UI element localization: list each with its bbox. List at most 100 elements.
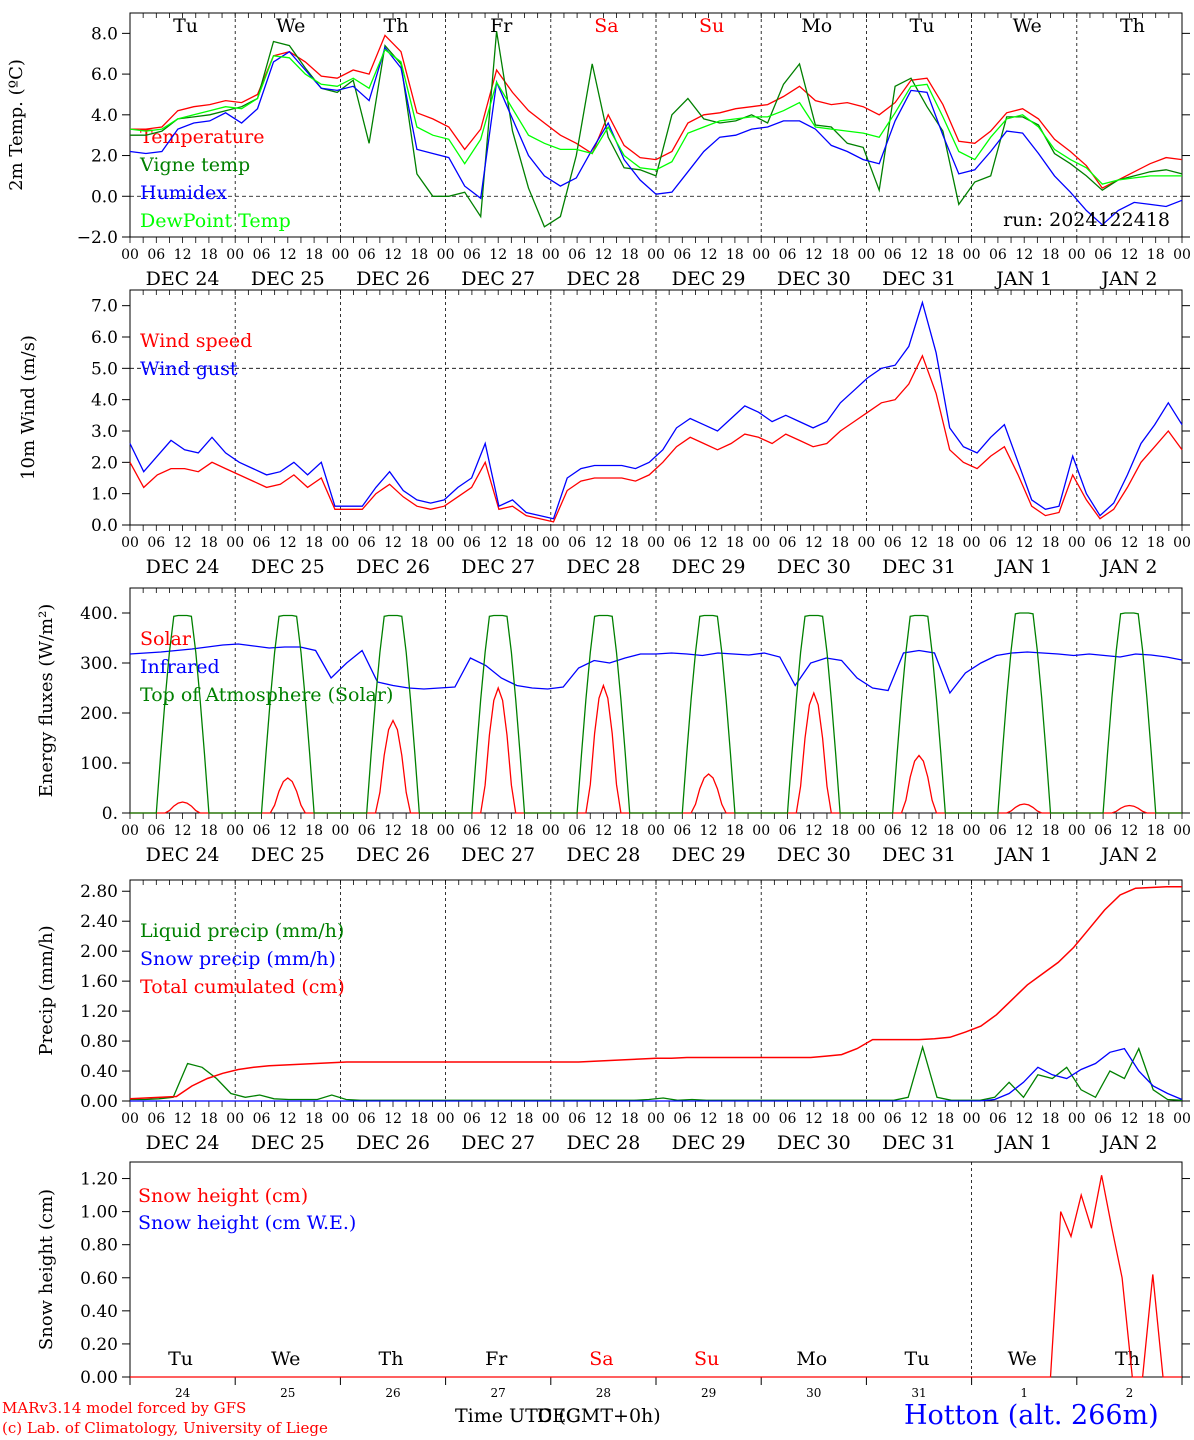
series-line bbox=[129, 354, 1183, 523]
x-date-label: DEC 26 bbox=[356, 268, 430, 290]
series-line bbox=[129, 300, 1183, 520]
run-annotation: run: 2024122418 bbox=[1003, 209, 1170, 231]
x-date-label: DEC 25 bbox=[251, 1132, 325, 1154]
y-tick-label: 100. bbox=[80, 754, 118, 774]
x-hour-label: 00 bbox=[121, 247, 139, 263]
x-hour-label: 06 bbox=[1094, 1111, 1112, 1127]
x-date-label: JAN 2 bbox=[1099, 844, 1157, 866]
x-hour-label: 12 bbox=[594, 247, 612, 263]
weekday-label: Th bbox=[384, 15, 409, 37]
y-tick-label: 0.40 bbox=[80, 1302, 118, 1322]
x-hour-label: 18 bbox=[200, 823, 218, 839]
x-hour-label: 00 bbox=[1068, 823, 1086, 839]
x-date-label: DEC 25 bbox=[251, 844, 325, 866]
x-hour-label: 06 bbox=[147, 535, 165, 551]
x-hour-label: 12 bbox=[279, 823, 297, 839]
x-hour-label: 00 bbox=[752, 823, 770, 839]
x-hour-label: 06 bbox=[779, 247, 797, 263]
weekday-label: Mo bbox=[796, 1348, 827, 1370]
x-date-label: DEC 31 bbox=[882, 556, 956, 578]
x-date-label: DEC 30 bbox=[777, 1132, 851, 1154]
x-date-label: DEC 29 bbox=[672, 844, 746, 866]
weekday-label: Fr bbox=[490, 15, 513, 37]
x-date-label: DEC 24 bbox=[146, 844, 220, 866]
x-hour-label: 00 bbox=[857, 823, 875, 839]
weekday-label: We bbox=[271, 1348, 300, 1370]
y-tick-label: 1.20 bbox=[80, 1002, 118, 1022]
y-tick-label: 4.0 bbox=[91, 106, 118, 126]
panel-2: 0.0 1.0 2.0 3.0 4.0 5.0 6.0 7.0 10m Wind (m/s) 00… bbox=[18, 289, 1191, 578]
x-hour-label: 18 bbox=[726, 823, 744, 839]
x-hour-label: 06 bbox=[779, 823, 797, 839]
x-date-label: DEC 29 bbox=[672, 268, 746, 290]
legend-entry: Temperature bbox=[140, 126, 264, 148]
x-hour-label: 12 bbox=[1120, 247, 1138, 263]
x-hour-label: 18 bbox=[305, 535, 323, 551]
y-tick-label: 200. bbox=[80, 704, 118, 724]
x-hour-label: 12 bbox=[805, 247, 823, 263]
x-hour-label: 12 bbox=[1015, 823, 1033, 839]
x-hour-label: 12 bbox=[489, 535, 507, 551]
x-hour-label: 18 bbox=[726, 1111, 744, 1127]
series-line bbox=[130, 1047, 1183, 1102]
y-tick-label: 0.00 bbox=[80, 1368, 118, 1388]
x-hour-label: 18 bbox=[1042, 1111, 1060, 1127]
x-hour-label: 18 bbox=[1147, 535, 1165, 551]
panel-1: −2.0 0.0 2.0 4.0 6.0 8.0 2m Temp. (ºC) 00 06 12 18… bbox=[6, 12, 1191, 290]
x-hour-label: 00 bbox=[331, 247, 349, 263]
x-hour-label: 12 bbox=[1015, 1111, 1033, 1127]
x-date-label: JAN 1 bbox=[994, 1132, 1052, 1154]
x-hour-label: 00 bbox=[1173, 1111, 1191, 1127]
legend-entry: Snow precip (mm/h) bbox=[140, 948, 336, 970]
x-date-label: DEC 29 bbox=[672, 556, 746, 578]
series-line bbox=[129, 885, 1182, 1100]
y-tick-label: 0.00 bbox=[80, 1092, 118, 1112]
x-date-label: DEC 28 bbox=[566, 1132, 640, 1154]
x-hour-label: 00 bbox=[542, 535, 560, 551]
x-hour-label: 06 bbox=[358, 535, 376, 551]
x-hour-label: 12 bbox=[174, 535, 192, 551]
x-hour-label: 06 bbox=[147, 247, 165, 263]
x-hour-label: 12 bbox=[805, 1111, 823, 1127]
legend-entry: Liquid precip (mm/h) bbox=[140, 920, 344, 942]
x-hour-label: 00 bbox=[857, 247, 875, 263]
x-hour-label: 00 bbox=[226, 247, 244, 263]
panel-5: 0.00 0.20 0.40 0.60 0.80 1.00 1.20 Snow height … bbox=[36, 1161, 1190, 1400]
x-hour-label: 18 bbox=[516, 247, 534, 263]
x-hour-label: 06 bbox=[253, 535, 271, 551]
weekday-label: Tu bbox=[910, 15, 935, 37]
x-date-label: JAN 2 bbox=[1099, 556, 1157, 578]
x-date-label: JAN 1 bbox=[994, 556, 1052, 578]
x-hour-label: 18 bbox=[1147, 247, 1165, 263]
x-date-label: DEC 28 bbox=[566, 268, 640, 290]
x-hour-label: 06 bbox=[989, 823, 1007, 839]
legend-entry: Snow height (cm W.E.) bbox=[138, 1212, 356, 1234]
series-line bbox=[129, 643, 1183, 695]
y-tick-label: 1.0 bbox=[91, 485, 118, 505]
x-date-label: JAN 1 bbox=[994, 268, 1052, 290]
x-hour-label: 12 bbox=[1120, 1111, 1138, 1127]
x-date-label: DEC 31 bbox=[882, 1132, 956, 1154]
x-day-number: 30 bbox=[806, 1386, 821, 1400]
x-hour-label: 12 bbox=[1015, 535, 1033, 551]
y-tick-label: 0.20 bbox=[80, 1335, 118, 1355]
x-hour-label: 18 bbox=[1042, 247, 1060, 263]
y-tick-label: 300. bbox=[80, 654, 118, 674]
x-axis-title: Time UTC (GMT+0h) bbox=[455, 1405, 661, 1427]
x-hour-label: 18 bbox=[410, 247, 428, 263]
x-hour-label: 00 bbox=[331, 1111, 349, 1127]
x-hour-label: 18 bbox=[831, 247, 849, 263]
x-date-label: JAN 2 bbox=[1099, 268, 1157, 290]
x-date-label: DEC 25 bbox=[251, 556, 325, 578]
x-hour-label: 12 bbox=[700, 535, 718, 551]
x-date-label: DEC 31 bbox=[882, 268, 956, 290]
x-date-label: DEC 26 bbox=[356, 556, 430, 578]
x-hour-label: 12 bbox=[1120, 823, 1138, 839]
x-hour-label: 00 bbox=[963, 1111, 981, 1127]
y-tick-label: −2.0 bbox=[77, 228, 118, 248]
x-hour-label: 18 bbox=[936, 535, 954, 551]
x-hour-label: 00 bbox=[647, 823, 665, 839]
weekday-label: Fr bbox=[485, 1348, 508, 1370]
x-hour-label: 18 bbox=[516, 535, 534, 551]
x-hour-label: 12 bbox=[594, 823, 612, 839]
